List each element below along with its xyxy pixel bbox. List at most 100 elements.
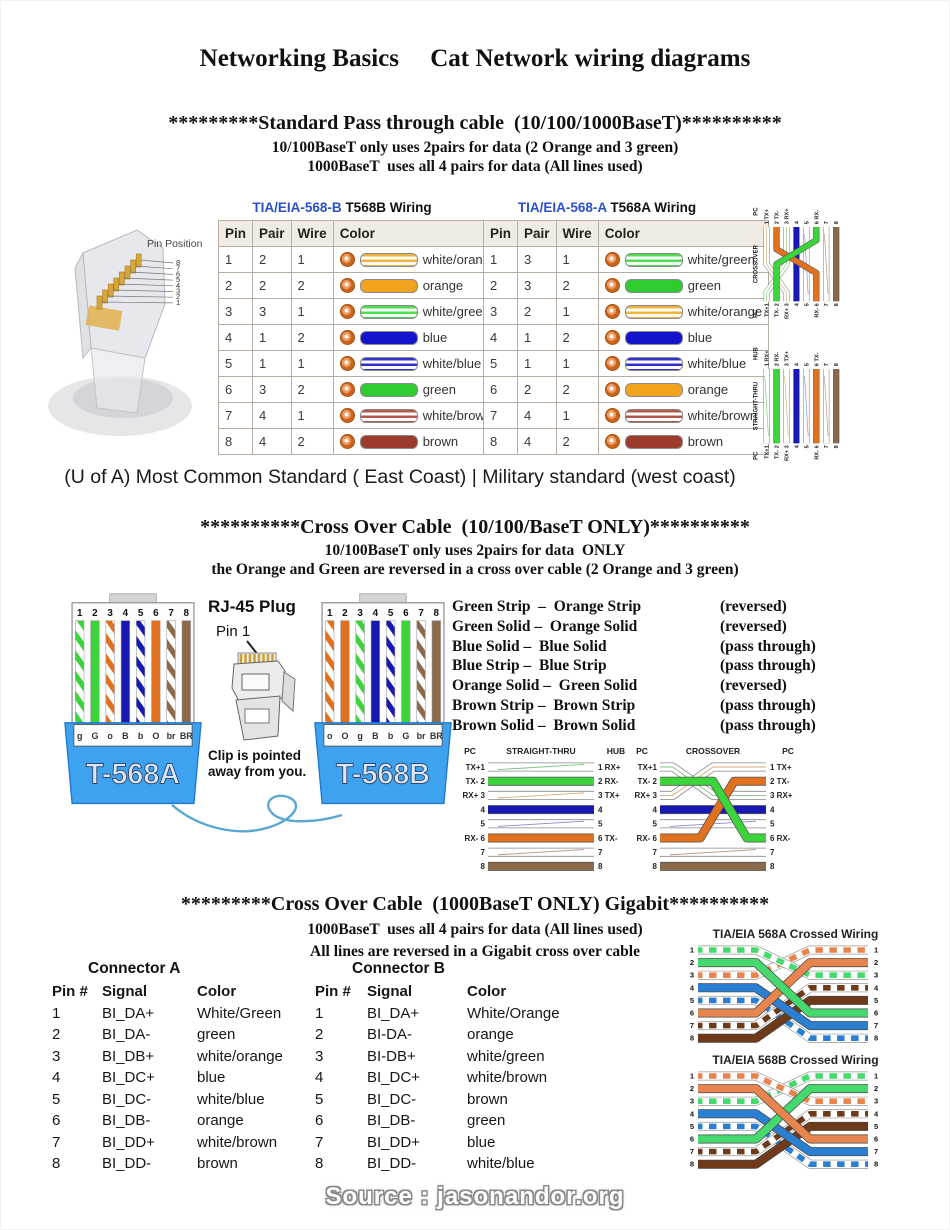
diagram-label: 2 RX- (775, 352, 781, 366)
t568a-table-box: TIA/EIA-568-A T568A Wiring Pin Pair Wire Col… (482, 200, 770, 455)
connector-latch (74, 251, 92, 360)
connector-a-title: Connector A (88, 960, 181, 977)
gigabit-signal: BI_DD- (367, 1155, 417, 1172)
diagram-label: RX+ 3 (635, 791, 658, 800)
diagram-label: 7 (481, 848, 486, 857)
diagram-label: 1 (690, 946, 694, 955)
diagram-label: 5 (874, 1122, 878, 1131)
wire-capsule-icon (624, 304, 683, 319)
tia-standard-link[interactable]: TIA/EIA-568-B (252, 200, 342, 215)
gigabit-color: brown (197, 1155, 238, 1172)
wire-cell-num: 2 (290, 428, 334, 455)
wire-swatch: blue (339, 330, 497, 345)
pass-through-line1: 10/100BaseT only uses 2pairs for data (2… (271, 139, 679, 156)
straight-thru-diagram: PC STRAIGHT-THRU HUB TX+1 TX- 2 RX+ 3 4 5 RX- 6 7… (448, 742, 660, 881)
pair-cell: 1 (252, 324, 292, 351)
rj45-plug-label: RJ-45 Plug (208, 597, 296, 616)
diagram-label: RX- 6 (637, 834, 658, 843)
pin-position-label: Pin Position (147, 238, 203, 250)
gigabit-grid: Pin # Signal Color 1 BI_DA+ White/Orange 2 BI-D… (315, 981, 607, 1175)
wire-capsule-icon (359, 356, 418, 371)
wire-connector-icon (339, 330, 355, 345)
diagram-label: g (77, 731, 82, 741)
diagram-label: TX+1 (765, 303, 771, 317)
color-cell: green (332, 376, 505, 403)
gigabit-pin: 4 (315, 1069, 324, 1086)
tia-standard-link[interactable]: TIA/EIA-568-A (517, 200, 607, 215)
crossed-wire-2-to-6 (698, 1084, 868, 1144)
diagram-label: 4 (794, 220, 800, 224)
diagram-label: 1 RX+ (765, 350, 771, 366)
wire-5-to-5 (488, 819, 594, 829)
plug-wire-2 (90, 620, 100, 727)
wire-capsule-icon (359, 434, 418, 449)
clip-note: Clip is pointed away from you. (208, 748, 306, 780)
wire-swatch: orange (339, 278, 497, 293)
wire-capsule-icon (624, 434, 683, 449)
gigabit-signal: BI_DC+ (102, 1069, 155, 1086)
wiring-table-header-row: Pin Pair Wire Color (217, 220, 505, 247)
table-title-text: T568B Wiring (341, 200, 432, 215)
diagram-label: PC (754, 451, 760, 460)
wire-cell-num: 1 (555, 350, 599, 377)
diagram-label: PC (636, 746, 648, 756)
pair-mapping-row: Brown Solid – Brown Solid (pass through) (452, 716, 816, 736)
diagram-label: 8 (834, 363, 840, 366)
diagram-label: 2 (690, 1084, 694, 1093)
diagram-label: 7 (176, 264, 180, 273)
pin-cell: 5 (217, 350, 254, 377)
crossover-line2: the Orange and Green are reversed in a c… (211, 561, 739, 578)
color-cell: white/green (332, 298, 505, 325)
color-cell: white/blue (332, 350, 505, 377)
gigabit-signal: BI_DB- (102, 1112, 151, 1129)
diagram-label: 7 (824, 363, 830, 366)
wire-cell-num: 2 (290, 324, 334, 351)
wire-swatch: orange (604, 382, 762, 397)
crossed-wiring-svg: 1 2 3 4 5 6 7 8 1 2 3 4 5 6 7 8 (690, 1071, 879, 1169)
wiring-table-row: 3 2 1 white/orange (482, 298, 770, 325)
diagram-label: 5 (804, 221, 810, 224)
gigabit-signal: BI_DD+ (367, 1133, 420, 1151)
column-header: Wire (555, 220, 599, 247)
color-name: brown (687, 434, 724, 449)
crossed-568b-title: TIA/EIA 568B Crossed Wiring (712, 1053, 879, 1067)
wire-swatch: white/blue (339, 356, 497, 371)
pin-cell: 3 (217, 298, 254, 325)
column-header: Pin (217, 220, 254, 247)
color-name: white/brown (422, 408, 493, 423)
diagram-label: PC (782, 746, 794, 756)
diagram-label: 7 (824, 303, 830, 306)
diagram-label: 8 (598, 862, 603, 871)
diagram-label: 5 (388, 608, 394, 619)
diagram-label: STRAIGHT-THRU (754, 382, 760, 431)
gold-pin (96, 295, 103, 310)
gigabit-pin: 4 (52, 1069, 61, 1086)
gold-pin (130, 259, 136, 274)
plug-label-strip (73, 724, 193, 747)
gigabit-signal: BI_DC- (367, 1090, 417, 1108)
gigabit-signal: BI_DA+ (367, 1004, 420, 1022)
plug-name: T-568A (86, 759, 180, 791)
wire-swatch: white/brown (604, 408, 762, 423)
color-name: green (422, 382, 456, 397)
pair-mapping-row: Blue Strip – Blue Strip (pass through) (452, 656, 816, 676)
diagram-label: o (107, 731, 113, 741)
gigabit-color: orange (467, 1026, 514, 1043)
table-title: TIA/EIA-568-A T568A Wiring (483, 200, 731, 215)
patch-cable-loop (171, 794, 343, 833)
gigabit-pin: 2 (52, 1026, 61, 1043)
gigabit-signal: BI_DA- (102, 1026, 151, 1043)
diagram-label: 5 (481, 820, 486, 829)
gold-pin (135, 253, 142, 268)
color-name: orange (687, 382, 729, 397)
plug-wire-7 (416, 620, 426, 727)
gigabit-color: white/green (467, 1047, 545, 1065)
wire-cell-num: 2 (555, 376, 599, 403)
diagram-label: 8 (690, 1160, 694, 1169)
gigabit-signal: BI-DA- (367, 1026, 412, 1043)
diagram-label: TX- 2 (775, 303, 781, 317)
wire-capsule-icon (359, 382, 418, 397)
plug-wire-1 (325, 620, 335, 727)
